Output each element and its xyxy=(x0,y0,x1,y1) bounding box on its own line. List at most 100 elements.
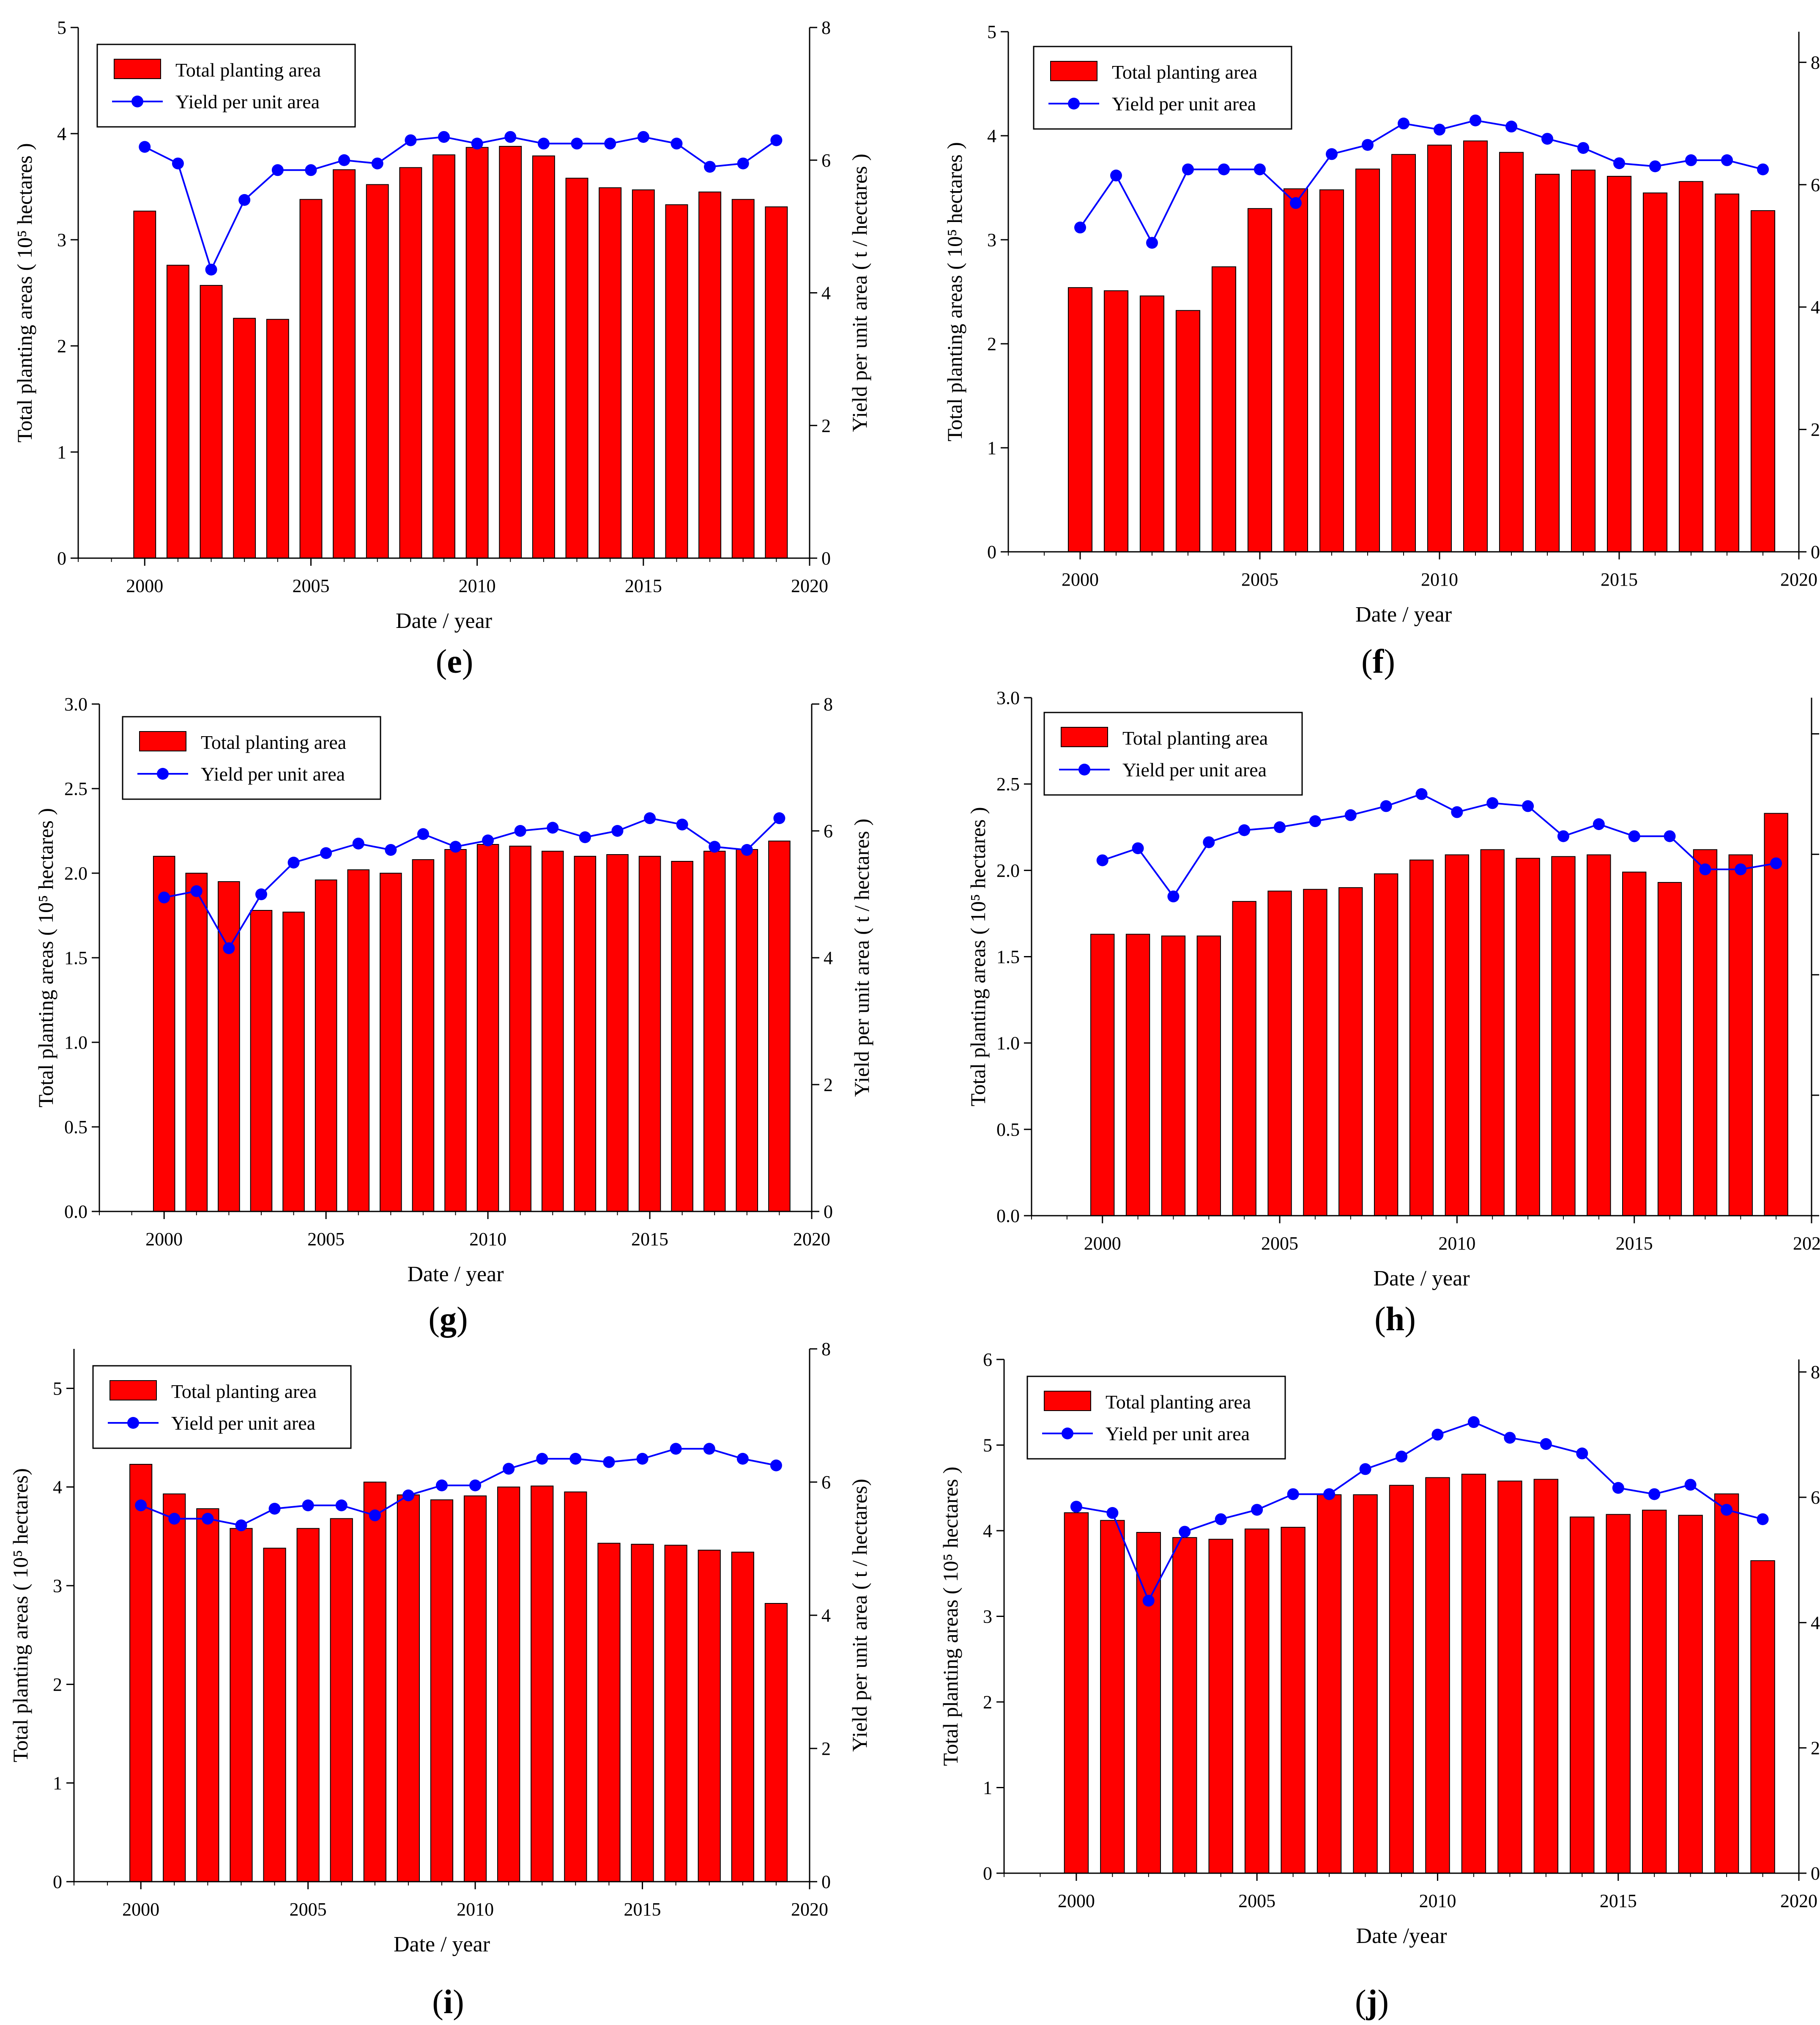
yield-point xyxy=(1467,1416,1480,1428)
yield-point xyxy=(1576,1447,1588,1460)
bar xyxy=(1353,1494,1378,1874)
yield-point xyxy=(1251,1504,1263,1516)
yield-point xyxy=(547,822,559,834)
bar xyxy=(736,849,758,1212)
bar xyxy=(1607,175,1632,552)
x-tick-label: 2000 xyxy=(122,1899,159,1920)
legend-label-yield: Yield per unit area xyxy=(1112,93,1256,115)
bar xyxy=(1497,1480,1522,1874)
x-axis-title: Date / year xyxy=(407,1262,504,1286)
yield-point xyxy=(637,131,649,143)
yield-point xyxy=(190,885,203,897)
y-right-tick-label: 0 xyxy=(1811,1863,1820,1884)
bar xyxy=(1622,871,1647,1216)
bar xyxy=(1244,1528,1270,1874)
yield-point xyxy=(1757,1513,1769,1525)
bar xyxy=(1100,1520,1125,1874)
chart-svg-j: 2000 2005 2010 2015 2020 0 1 2 3 4 5 6 0 2 4 6 8 Date /ye… xyxy=(939,1349,1820,1948)
legend-box xyxy=(96,44,356,128)
y-left-tick-label: 3 xyxy=(57,230,66,250)
yield-point xyxy=(235,1519,247,1532)
legend-bar-swatch xyxy=(139,731,186,751)
legend-box xyxy=(122,716,381,800)
yield-point xyxy=(1612,1482,1624,1494)
bar xyxy=(1267,891,1292,1217)
y-left-tick-label: 4 xyxy=(987,126,996,146)
yield-point xyxy=(1434,123,1445,136)
y-left-tick-label: 3 xyxy=(53,1576,62,1596)
bar xyxy=(163,1493,186,1882)
y-left-tick-label: 3 xyxy=(987,230,996,250)
yield-point xyxy=(1287,1488,1299,1500)
y-left-tick-label: 2 xyxy=(987,334,996,354)
y-right-tick-label: 0 xyxy=(1811,542,1820,562)
bar xyxy=(1090,934,1115,1216)
yield-point xyxy=(271,164,284,176)
yield-point xyxy=(1735,863,1747,875)
yield-line xyxy=(1079,119,1763,245)
bar xyxy=(1750,210,1776,552)
legend-label-yield: Yield per unit area xyxy=(1106,1423,1250,1444)
yield-line xyxy=(140,1448,777,1526)
yield-point xyxy=(1541,133,1553,145)
bar xyxy=(476,844,499,1212)
legend-point-swatch xyxy=(1078,764,1090,775)
yield-point xyxy=(1628,830,1640,842)
y-left-tick-label: 2.0 xyxy=(64,863,88,884)
x-axis-title: Date /year xyxy=(1356,1924,1447,1948)
yield-point xyxy=(1684,1479,1697,1491)
y-left-tick-label: 1 xyxy=(53,1773,62,1794)
legend-label-area: Total planting area xyxy=(1106,1391,1251,1413)
yield-line xyxy=(1076,1421,1763,1603)
bar xyxy=(1480,849,1505,1217)
x-tick-label: 2015 xyxy=(1601,569,1638,590)
y-right-tick-label: 0 xyxy=(821,548,831,569)
yield-point xyxy=(1699,863,1711,875)
legend-box xyxy=(1043,712,1303,796)
x-tick-label: 2005 xyxy=(290,1899,327,1920)
legend-bar-swatch xyxy=(114,59,161,79)
x-tick-label: 2015 xyxy=(1616,1233,1653,1254)
y-right-tick-label: 6 xyxy=(824,821,833,841)
bar xyxy=(1499,152,1524,552)
bar xyxy=(412,859,435,1212)
bar xyxy=(1103,290,1129,552)
yield-point xyxy=(1396,1450,1407,1463)
bar xyxy=(166,265,189,559)
y-left-tick-label: 1 xyxy=(983,1778,992,1798)
yield-point xyxy=(1167,891,1180,903)
y-right-axis-title: Yield per unit area ( t / hectares ) xyxy=(850,819,873,1097)
legend: Total planting area Yield per unit area xyxy=(122,716,381,800)
chart-panel-e: 2000 2005 2010 2015 2020 0 1 2 3 4 5 0 2 4 6 8 Date / ye… xyxy=(0,0,909,680)
bar xyxy=(698,1550,721,1882)
y-left-tick-label: 2.5 xyxy=(64,778,88,799)
y-left-tick-label: 1 xyxy=(57,442,66,463)
chart-svg-f: 2000 2005 2010 2015 2020 0 1 2 3 4 5 0 2 4 6 8 Date / ye… xyxy=(943,22,1820,627)
bar xyxy=(599,187,622,559)
yield-point xyxy=(1648,1488,1661,1500)
bar xyxy=(1461,1474,1486,1874)
yield-point xyxy=(1074,222,1086,234)
bar xyxy=(218,881,240,1212)
yield-point xyxy=(1359,1463,1371,1475)
bar xyxy=(233,318,256,559)
bar xyxy=(1463,140,1488,552)
x-tick-label: 2000 xyxy=(1084,1233,1121,1254)
bar xyxy=(1570,1516,1595,1874)
bar xyxy=(1281,1526,1305,1874)
y-right-tick-label: 2 xyxy=(821,1738,831,1759)
x-tick-label: 2020 xyxy=(1793,1233,1820,1254)
y-left-tick-label: 1.0 xyxy=(64,1032,88,1053)
y-left-tick-label: 5 xyxy=(53,1378,62,1399)
yield-point xyxy=(1398,118,1409,130)
y-right-tick-label: 8 xyxy=(821,17,831,38)
yield-point xyxy=(636,1452,649,1465)
legend-bar-swatch xyxy=(1050,61,1097,81)
x-tick-label: 2020 xyxy=(793,1229,830,1250)
yield-point xyxy=(770,134,783,146)
bar xyxy=(397,1494,420,1883)
yield-point xyxy=(168,1513,181,1525)
yield-point xyxy=(503,1463,515,1475)
yield-point xyxy=(352,838,364,849)
yield-point xyxy=(268,1503,281,1515)
